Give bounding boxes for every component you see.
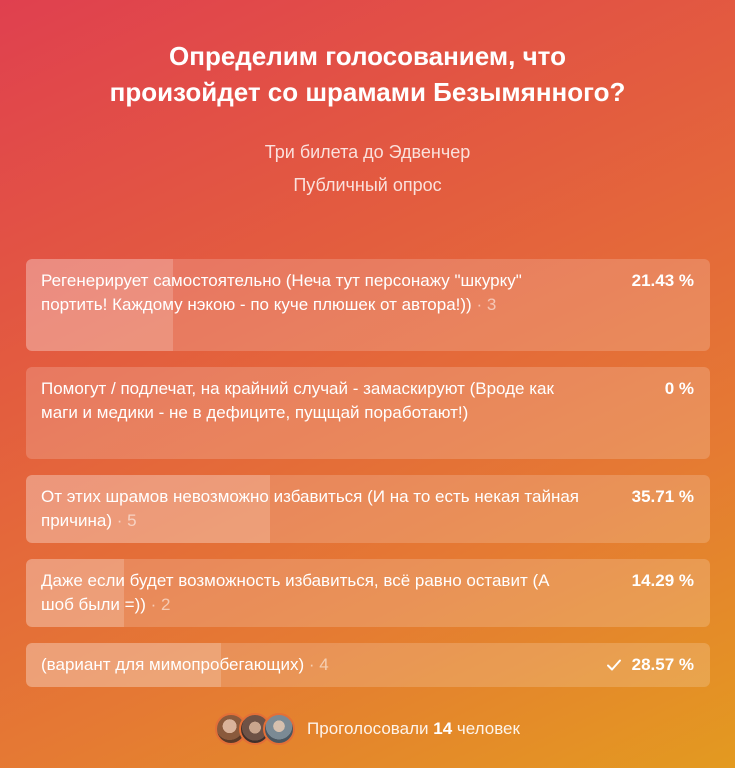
poll-option[interactable]: (вариант для мимопробегающих) · 4 28.57 …	[26, 643, 710, 687]
avatar[interactable]	[263, 713, 296, 745]
option-vote-count: · 2	[150, 595, 171, 614]
option-label: Регенерирует самостоятельно (Неча тут пе…	[41, 271, 522, 314]
option-percent: 28.57 %	[606, 653, 694, 677]
option-result-bar	[26, 475, 271, 543]
option-vote-count: · 4	[308, 655, 329, 674]
poll-type-label: Публичный опрос	[293, 175, 442, 195]
option-label: От этих шрамов невозможно избавиться (И …	[41, 487, 580, 530]
option-label: Помогут / подлечат, на крайний случай - …	[41, 379, 554, 422]
voters-count: 14	[433, 719, 453, 738]
voter-avatars[interactable]	[215, 713, 296, 745]
option-result-bar	[26, 559, 124, 627]
option-percent: 35.71 %	[631, 487, 694, 506]
poll-option[interactable]: Даже если будет возможность избавиться, …	[26, 559, 710, 627]
option-percent: 0 %	[664, 379, 694, 398]
poll-option[interactable]: От этих шрамов невозможно избавиться (И …	[26, 475, 710, 543]
poll-option[interactable]: Помогут / подлечат, на крайний случай - …	[26, 367, 710, 459]
poll-title-line-2: произойдет со шрамами Безымянного?	[109, 77, 626, 107]
option-label: (вариант для мимопробегающих) · 4	[41, 655, 329, 674]
option-percent: 14.29 %	[631, 571, 694, 590]
option-result-bar	[26, 643, 222, 687]
check-icon	[606, 659, 621, 671]
group-name[interactable]: Три билета до Эдвенчер	[264, 142, 471, 162]
poll-footer: Проголосовали 14 человек	[0, 712, 735, 746]
option-label: Даже если будет возможность избавиться, …	[41, 571, 550, 614]
poll-title: Определим голосованием, что произойдет с…	[40, 38, 695, 110]
poll-title-line-1: Определим голосованием, что	[169, 41, 566, 71]
option-vote-count: · 3	[476, 295, 497, 314]
option-result-bar	[26, 259, 173, 351]
option-percent: 21.43 %	[631, 271, 694, 290]
poll-option[interactable]: Регенерирует самостоятельно (Неча тут пе…	[26, 259, 710, 351]
option-vote-count: · 5	[116, 511, 137, 530]
voters-count-text[interactable]: Проголосовали 14 человек	[307, 719, 520, 738]
